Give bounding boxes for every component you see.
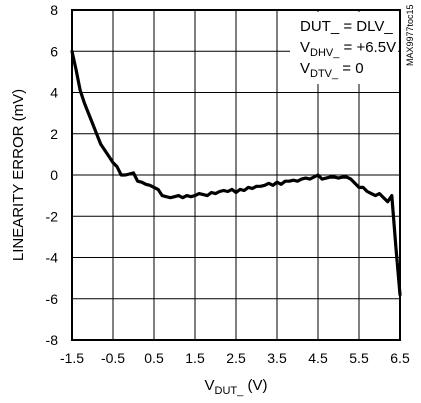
x-tick-label: 5.5	[349, 350, 369, 366]
y-tick-labels: 8 6 4 2 0 -2 -4 -6 -8	[46, 2, 59, 348]
figure-id-label: MAX9977toc15	[405, 4, 415, 66]
x-tick-label: 4.5	[308, 350, 328, 366]
y-tick-label: -6	[46, 291, 59, 307]
x-tick-label: -0.5	[101, 350, 125, 366]
y-tick-label: -4	[46, 250, 59, 266]
annotation-line: VDHV_ = +6.5V	[300, 39, 396, 59]
series-line	[70, 49, 402, 297]
y-tick-label: -8	[46, 332, 59, 348]
y-tick-label: 4	[50, 85, 58, 101]
x-tick-label: -1.5	[60, 350, 84, 366]
annotation-subscript: DTV_	[310, 68, 339, 80]
annotation-main: DUT_ = DLV_	[300, 18, 393, 35]
y-tick-label: 6	[50, 43, 58, 59]
x-axis-label-sub: DUT_	[215, 385, 245, 397]
annotation-rest: = 0	[338, 60, 363, 77]
x-tick-label: 0.5	[144, 350, 164, 366]
y-tick-label: 8	[50, 2, 58, 18]
annotation-main: V	[300, 39, 310, 56]
annotation-main: V	[300, 60, 310, 77]
annotation-subscript: DHV_	[310, 47, 340, 59]
y-tick-label: -2	[46, 208, 59, 224]
x-axis-label-unit: (V)	[243, 377, 267, 394]
x-axis-label: VDUT_ (V)	[205, 377, 268, 397]
annotation-rest: = +6.5V	[339, 39, 396, 56]
y-axis-label: LINEARITY ERROR (mV)	[10, 89, 27, 261]
x-tick-label: 2.5	[226, 350, 246, 366]
annotation-line: VDTV_ = 0	[300, 60, 364, 80]
x-tick-labels: -1.5 -0.5 0.5 1.5 2.5 3.5 4.5 5.5 6.5	[60, 350, 410, 366]
annotation-line: DUT_ = DLV_	[300, 18, 393, 35]
x-tick-label: 6.5	[390, 350, 410, 366]
y-tick-label: 0	[50, 167, 58, 183]
plot-frame	[71, 9, 401, 341]
x-tick-label: 1.5	[185, 350, 205, 366]
x-tick-label: 3.5	[267, 350, 287, 366]
y-tick-label: 2	[50, 126, 58, 142]
x-axis-label-main: V	[205, 377, 215, 394]
annotation-background	[290, 12, 398, 84]
